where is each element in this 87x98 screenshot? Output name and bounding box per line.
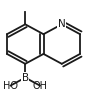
Text: OH: OH bbox=[32, 81, 47, 91]
Text: HO: HO bbox=[3, 81, 18, 91]
Text: N: N bbox=[58, 19, 66, 29]
Text: B: B bbox=[22, 73, 29, 83]
